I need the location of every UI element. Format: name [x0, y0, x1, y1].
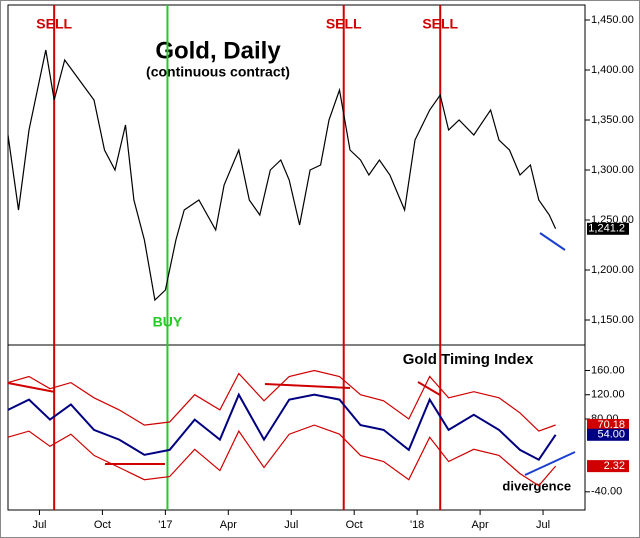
trend-line: [417, 381, 441, 396]
annotation: divergence: [502, 478, 571, 493]
value-label-box: [587, 428, 629, 441]
x-tick-label: Oct: [94, 519, 111, 531]
y-tick-label: 160.00: [591, 364, 625, 376]
series-line: [7, 49, 557, 302]
series-line: [7, 392, 557, 461]
x-tick-label: Jul: [32, 519, 46, 531]
chart-title: Gold, Daily: [155, 37, 281, 64]
value-label-box: [587, 222, 629, 235]
y-tick-label: 120.00: [591, 389, 625, 401]
value-label-box: [587, 418, 629, 431]
x-tick-label: Oct: [346, 519, 363, 531]
value-label: 2.32: [604, 460, 625, 472]
chart-subtitle: (continuous contract): [146, 64, 290, 80]
plot-frame: [7, 4, 586, 511]
x-tick-label: Jul: [284, 519, 298, 531]
value-label-box: [587, 460, 629, 473]
x-tick-label: Apr: [220, 519, 237, 531]
y-tick-label: 1,400.00: [591, 64, 634, 76]
y-tick-label: 1,350.00: [591, 114, 634, 126]
y-tick-label: 1,150.00: [591, 314, 634, 326]
x-tick-label: Jul: [536, 519, 550, 531]
value-label: 70.18: [597, 419, 625, 431]
signal-label: SELL: [36, 16, 72, 32]
x-tick-label: '18: [410, 519, 424, 531]
trend-line: [264, 383, 351, 389]
series-line: [7, 369, 556, 432]
trend-lines: [7, 232, 576, 476]
series-line: [7, 424, 557, 487]
x-tick-label: Apr: [472, 519, 489, 531]
signal-label: SELL: [326, 16, 362, 32]
x-tick-label: '17: [158, 519, 172, 531]
value-label: 1,241.2: [588, 223, 625, 235]
signal-label: SELL: [422, 16, 458, 32]
panel-title: Gold Timing Index: [403, 351, 534, 368]
y-tick-label: 1,200.00: [591, 264, 634, 276]
y-tick-label: -40.00: [591, 486, 622, 498]
y-tick-label: 1,450.00: [591, 14, 634, 26]
trend-line: [7, 382, 56, 393]
signal-label: BUY: [153, 314, 183, 330]
trend-line: [539, 232, 566, 251]
y-tick-label: 1,300.00: [591, 164, 634, 176]
value-label: 54.00: [597, 429, 625, 441]
trend-line: [524, 451, 576, 476]
